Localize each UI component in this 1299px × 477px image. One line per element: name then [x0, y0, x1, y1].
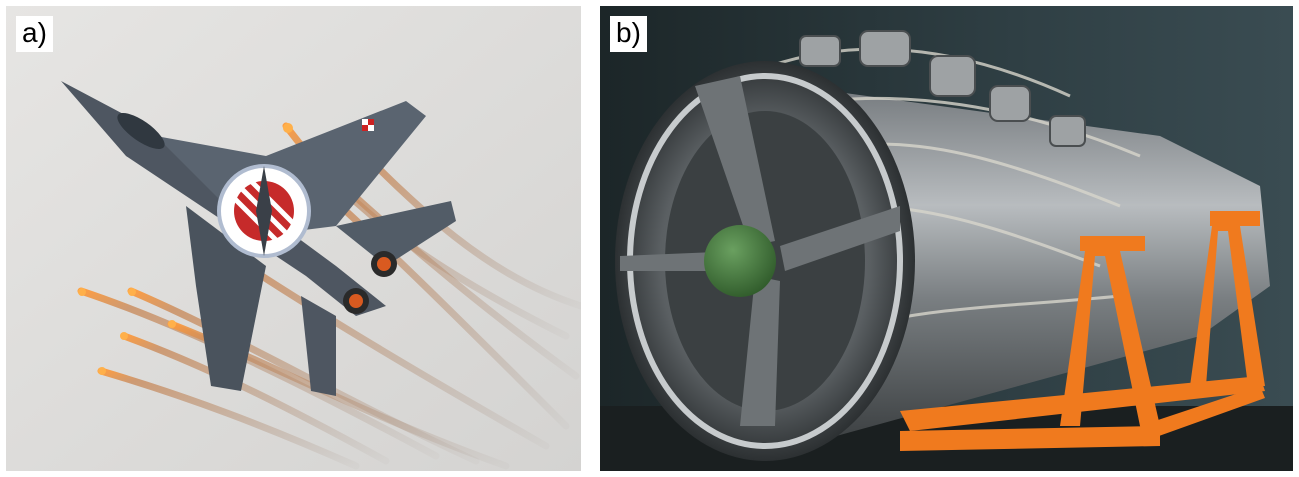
- panel-label-b: b): [610, 16, 647, 52]
- jet-fighter-photo: [6, 6, 581, 471]
- panel-label-a: a): [16, 16, 53, 52]
- engine-stand: [900, 211, 1265, 451]
- fighter-jet: [61, 81, 456, 396]
- photo-panel-b: b): [600, 6, 1293, 471]
- jet-engine-photo: [600, 6, 1293, 471]
- nose-cone: [704, 225, 776, 297]
- photo-panel-a: a): [6, 6, 581, 471]
